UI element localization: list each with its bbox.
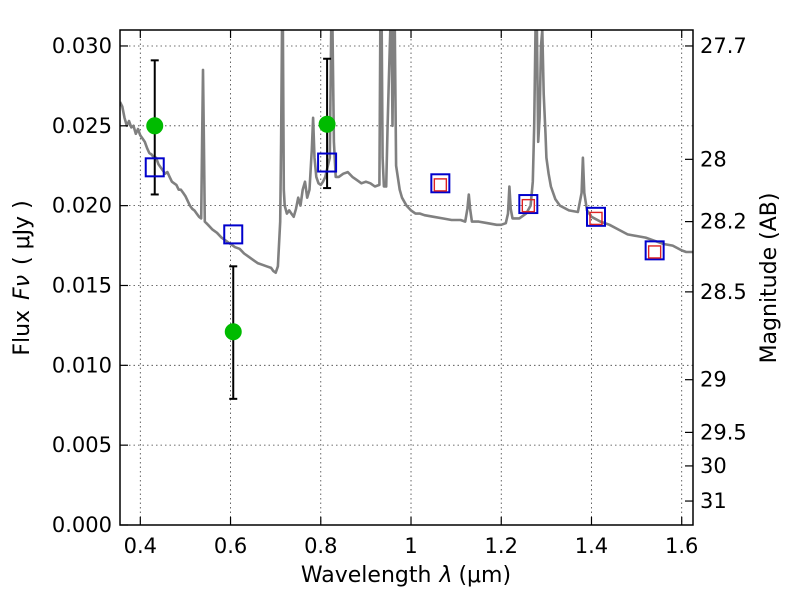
model-photometry-square (518, 194, 539, 215)
x-axis-title: Wavelength λ (μm) (301, 563, 511, 588)
y2-tick-label: 27.7 (700, 34, 747, 58)
x-tick-label: 1.6 (665, 534, 698, 558)
y-axis-title: FluxFν( μJy ) (10, 200, 35, 355)
model-photometry-square (223, 224, 244, 245)
photometry-point (224, 323, 242, 341)
x-tick-label: 1.2 (485, 534, 518, 558)
spectrum-line (120, 30, 693, 274)
spectrum-layer (120, 30, 693, 274)
model-photometry-square (430, 173, 451, 194)
x-tick-label: 0.4 (124, 534, 157, 558)
y-tick-label: 0.005 (52, 433, 112, 457)
nir-photometry-square (433, 178, 448, 192)
model-photometry-square (585, 206, 606, 227)
x-tick-label: 0.6 (214, 534, 247, 558)
model-photometry-square (644, 240, 665, 261)
y-tick-label: 0.025 (52, 114, 112, 138)
marker-layer (144, 57, 665, 400)
y2-tick-label: 28 (700, 147, 727, 171)
nir-photometry-square (589, 211, 603, 226)
y2-tick-label: 29.5 (700, 420, 747, 444)
model-photometry-square (144, 157, 165, 178)
y-tick-label: 0.000 (52, 513, 112, 537)
x-tick-label: 0.8 (304, 534, 337, 558)
y-tick-label: 0.015 (52, 273, 112, 297)
y2-tick-label: 28.2 (700, 210, 747, 234)
photometry-point (318, 115, 336, 133)
tick-labels: 0.4 0.6 0.8 1 1.2 1.4 1.6 0.000 0.005 0.010 0.015 0… (52, 34, 747, 558)
nir-photometry-square (647, 245, 662, 259)
model-photometry-square (317, 152, 338, 173)
y-tick-label: 0.030 (52, 34, 112, 58)
x-tick-label: 1.4 (575, 534, 608, 558)
y2-tick-label: 29 (700, 368, 727, 392)
nir-photometry-square (521, 198, 536, 213)
photometry-point (146, 117, 164, 135)
grid-lines (120, 30, 693, 525)
y2-axis-title: Magnitude (AB) (757, 193, 782, 364)
y-tick-label: 0.010 (52, 353, 112, 377)
y2-tick-label: 30 (700, 454, 727, 478)
x-tick-label: 1 (404, 534, 417, 558)
y2-tick-label: 28.5 (700, 280, 747, 304)
axes-frame (119, 29, 694, 526)
y2-tick-label: 31 (700, 489, 727, 513)
y-tick-label: 0.020 (52, 194, 112, 218)
plot-frame (119, 29, 694, 526)
